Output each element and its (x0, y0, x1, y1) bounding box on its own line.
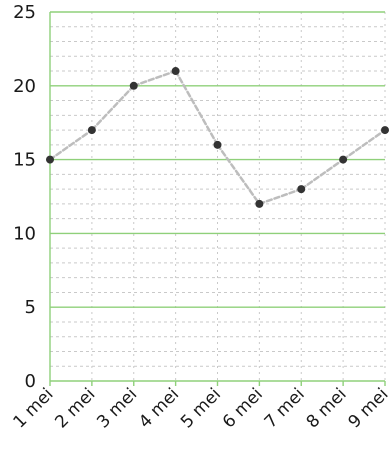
data-point (171, 67, 180, 76)
data-points (46, 67, 389, 208)
series-line-segment (132, 69, 177, 88)
x-tick-label: 9 mei (344, 384, 392, 432)
data-point (381, 126, 389, 135)
series-line-group (48, 69, 387, 206)
x-tick-label: 3 mei (93, 384, 141, 432)
y-tick-label: 5 (25, 297, 36, 318)
series-line-segment (216, 143, 261, 206)
series-line-segment (300, 158, 345, 191)
series-line-segment (90, 84, 135, 132)
axes (49, 12, 386, 386)
series-line-segment (48, 128, 94, 161)
x-tick-label: 4 mei (135, 384, 183, 432)
x-tick-label: 5 mei (177, 384, 225, 432)
y-tick-label: 25 (13, 2, 36, 23)
data-point (129, 81, 138, 90)
data-point (46, 155, 54, 164)
y-tick-label: 0 (25, 371, 36, 392)
data-point (297, 185, 306, 194)
x-tick-label: 6 mei (219, 384, 267, 432)
series-line-segment (341, 128, 387, 161)
series-line-segment (174, 69, 219, 147)
x-tick-label: 7 mei (261, 384, 309, 432)
series-line-segment (258, 187, 303, 206)
x-tick-label: 2 mei (51, 384, 99, 432)
data-point (213, 140, 222, 149)
data-point (87, 126, 96, 135)
grid (50, 11, 386, 382)
data-point (255, 199, 264, 208)
y-tick-label: 15 (13, 150, 36, 171)
y-tick-label: 10 (13, 223, 36, 244)
y-tick-labels: 0 5 10 15 20 25 (13, 2, 36, 392)
y-tick-label: 20 (13, 76, 36, 97)
data-point (339, 155, 348, 164)
x-tick-label: 8 mei (303, 384, 351, 432)
